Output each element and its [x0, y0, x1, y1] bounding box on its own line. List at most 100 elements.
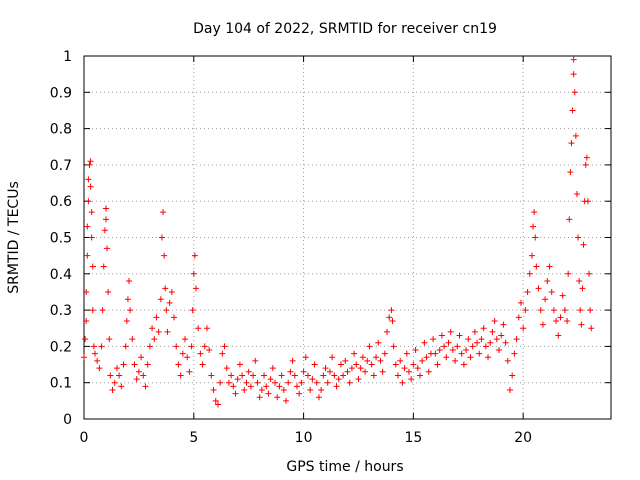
data-point: [186, 368, 193, 375]
data-point: [454, 343, 461, 350]
data-point: [120, 361, 127, 368]
data-point: [287, 368, 294, 375]
data-point: [458, 350, 465, 357]
data-point: [210, 386, 217, 393]
y-tick-label: 0.8: [50, 122, 72, 138]
data-point: [522, 307, 529, 314]
data-point: [493, 336, 500, 343]
data-point: [533, 263, 540, 270]
data-point: [506, 386, 513, 393]
data-point: [87, 183, 94, 190]
data-point: [272, 379, 279, 386]
data-point: [432, 350, 439, 357]
data-point: [102, 205, 109, 212]
data-point: [500, 321, 507, 328]
data-point: [123, 317, 130, 324]
data-point: [566, 216, 573, 223]
data-point: [90, 343, 97, 350]
data-point: [94, 357, 101, 364]
data-point: [465, 336, 472, 343]
x-tick-label: 5: [189, 430, 198, 446]
data-point: [573, 190, 580, 197]
data-point: [190, 270, 197, 277]
data-point: [157, 296, 164, 303]
data-point: [195, 325, 202, 332]
data-point: [471, 328, 478, 335]
data-point: [247, 383, 254, 390]
data-point: [85, 176, 92, 183]
data-point: [320, 372, 327, 379]
data-point: [570, 56, 577, 63]
data-point: [232, 390, 239, 397]
data-point: [443, 354, 450, 361]
data-point: [101, 227, 108, 234]
data-point: [313, 379, 320, 386]
data-point: [580, 241, 587, 248]
data-point: [129, 336, 136, 343]
data-point: [203, 325, 210, 332]
data-point: [401, 365, 408, 372]
data-point: [531, 209, 538, 216]
data-point: [153, 314, 160, 321]
data-point: [441, 343, 448, 350]
data-point: [188, 343, 195, 350]
data-point: [467, 354, 474, 361]
data-point: [502, 339, 509, 346]
data-point: [133, 376, 140, 383]
data-point: [587, 307, 594, 314]
data-point: [537, 307, 544, 314]
data-point: [326, 368, 333, 375]
x-tick-label: 20: [514, 430, 532, 446]
data-point: [241, 386, 248, 393]
y-tick-label: 0.7: [50, 158, 72, 174]
data-point: [384, 328, 391, 335]
data-point: [567, 169, 574, 176]
data-point: [553, 317, 560, 324]
data-point: [496, 347, 503, 354]
data-point: [228, 372, 235, 379]
data-point: [296, 390, 303, 397]
data-point: [267, 376, 274, 383]
data-point: [124, 296, 131, 303]
y-tick-label: 0.9: [50, 85, 72, 101]
data-point: [408, 376, 415, 383]
data-point: [99, 307, 106, 314]
data-point: [460, 361, 467, 368]
data-point: [89, 263, 96, 270]
data-point: [469, 343, 476, 350]
grid: [84, 56, 611, 419]
data-point: [436, 347, 443, 354]
data-point: [577, 307, 584, 314]
data-point: [550, 307, 557, 314]
data-point: [412, 347, 419, 354]
data-point: [300, 368, 307, 375]
data-point: [452, 357, 459, 364]
data-point: [256, 394, 263, 401]
data-point: [173, 343, 180, 350]
data-point: [250, 372, 257, 379]
data-point: [84, 223, 91, 230]
data-point: [322, 365, 329, 372]
data-point: [447, 328, 454, 335]
data-point: [324, 379, 331, 386]
data-point: [392, 361, 399, 368]
data-point: [135, 368, 142, 375]
data-point: [184, 354, 191, 361]
data-point: [561, 307, 568, 314]
data-point: [405, 368, 412, 375]
data-point: [425, 368, 432, 375]
data-point: [504, 357, 511, 364]
data-point: [582, 161, 589, 168]
data-point: [106, 336, 113, 343]
data-point: [192, 285, 199, 292]
data-point: [344, 368, 351, 375]
y-tick-label: 0.6: [50, 194, 72, 210]
data-point: [546, 263, 553, 270]
data-point: [576, 278, 583, 285]
data-point: [265, 390, 272, 397]
data-point: [559, 292, 566, 299]
y-tick-label: 1: [63, 49, 72, 65]
data-point: [149, 325, 156, 332]
data-point: [364, 357, 371, 364]
data-point: [419, 357, 426, 364]
